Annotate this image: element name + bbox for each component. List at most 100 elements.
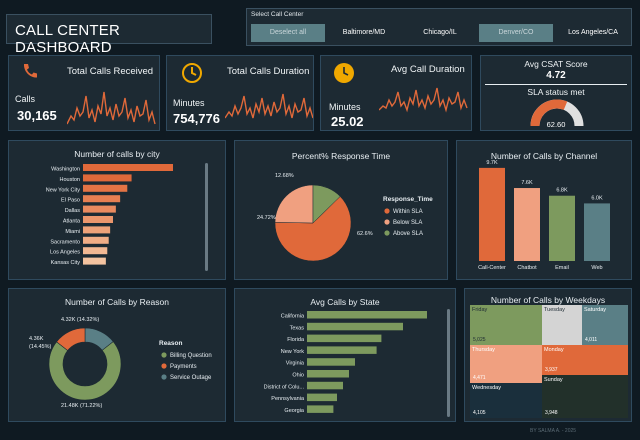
- cell-value: 3,937: [545, 367, 558, 373]
- treemap-cell-thursday[interactable]: Thursday 4,471: [470, 345, 542, 383]
- legend-marker: [384, 208, 390, 214]
- call-center-slicer: Select Call Center Deselect all Baltimor…: [246, 8, 632, 46]
- slicer-option-los-angeles[interactable]: Los Angeles/CA: [568, 29, 618, 36]
- channel-tick-label: Call-Center: [478, 265, 506, 271]
- state-bar: [307, 311, 427, 319]
- treemap-cell-wednesday[interactable]: Wednesday 4,105: [470, 383, 542, 418]
- state-tick-label: California: [281, 314, 305, 320]
- channel-bar: [514, 188, 540, 261]
- cell-value: 4,105: [473, 410, 486, 416]
- legend-entry: Above SLA: [393, 231, 423, 237]
- state-bar: [307, 381, 343, 390]
- donut-slice: [48, 341, 122, 401]
- state-tick-label: Virginia: [286, 361, 305, 367]
- slicer-option-denver[interactable]: Denver/CO: [479, 24, 553, 42]
- legend-entry: Below SLA: [393, 220, 422, 226]
- kpi-value: 25.02: [331, 114, 364, 129]
- calls-trend-sparkline: [67, 91, 156, 125]
- city-tick-label: Dallas: [65, 208, 81, 214]
- cell-label: Saturday: [584, 307, 607, 313]
- legend-marker: [384, 230, 390, 236]
- kpi-label: Minutes: [329, 102, 361, 112]
- state-bar: [307, 334, 382, 343]
- chart-title: Percent% Response Time: [291, 151, 391, 161]
- treemap-cell-sunday[interactable]: Sunday 3,948: [542, 375, 628, 418]
- city-bar: [83, 184, 128, 192]
- donut-data-label: (14.45%): [29, 344, 51, 350]
- avg-duration-trend-sparkline: [379, 87, 468, 113]
- reason-donut-chart: 4.32K (14.32%) 4.36K (14.45%) 21.48K (71.22…: [29, 317, 212, 409]
- city-bar: [83, 205, 116, 213]
- legend-marker: [161, 363, 167, 369]
- city-bar: [83, 247, 108, 255]
- kpi-csat-sla: Avg CSAT Score 4.72 SLA status met 62.60: [480, 55, 632, 131]
- treemap-cell-monday[interactable]: Monday 3,937: [542, 345, 628, 375]
- channel-bar: [549, 195, 575, 261]
- reason-chart-panel: Number of Calls by Reason 4.32K (14.32%)…: [8, 288, 226, 422]
- treemap-cell-saturday[interactable]: Saturday 4,011: [582, 305, 628, 345]
- donut-data-label: 4.36K: [29, 336, 44, 342]
- cell-label: Sunday: [544, 377, 563, 383]
- state-bar-chart: California Texas Florida New York Virginia Oh…: [264, 311, 427, 414]
- city-tick-label: New York City: [46, 187, 80, 193]
- legend-entry: Payments: [170, 364, 197, 370]
- state-tick-label: Ohio: [292, 373, 304, 379]
- channel-bar-chart: 9.7K Call-Center 7.6K Chatbot 6.8K Email 6.0K W…: [478, 160, 610, 271]
- kpi-title: Avg Call Duration: [391, 64, 465, 75]
- state-bar: [307, 358, 355, 366]
- kpi-label: Minutes: [173, 98, 205, 108]
- cell-value: 4,011: [585, 337, 598, 343]
- cell-value: 5,025: [473, 337, 486, 343]
- city-bar: [83, 236, 109, 244]
- slicer-option-chicago[interactable]: Chicago/IL: [423, 29, 457, 36]
- channel-bar: [584, 203, 610, 261]
- city-tick-label: Kansas City: [51, 260, 81, 266]
- channel-data-label: 7.6K: [521, 180, 533, 186]
- treemap-cell-tuesday[interactable]: Tuesday: [542, 305, 582, 345]
- pie-slice: [274, 184, 314, 224]
- city-tick-label: Sacramento: [50, 239, 80, 245]
- kpi-total-duration: Total Calls Duration Minutes 754,776: [166, 55, 314, 131]
- scrollbar[interactable]: [447, 309, 450, 417]
- cell-label: Monday: [544, 347, 564, 353]
- cell-label: Thursday: [472, 347, 495, 353]
- kpi-title: Avg CSAT Score: [524, 59, 588, 69]
- city-tick-label: Atlanta: [63, 219, 81, 225]
- legend-marker: [384, 219, 390, 225]
- state-bar: [307, 346, 377, 354]
- state-tick-label: District of Colu...: [264, 384, 305, 390]
- legend-marker: [161, 374, 167, 380]
- channel-data-label: 6.8K: [556, 188, 568, 194]
- duration-trend-sparkline: [225, 93, 313, 119]
- clock-icon: [182, 63, 202, 83]
- scrollbar[interactable]: [205, 163, 208, 271]
- slicer-option-deselect-all[interactable]: Deselect all: [251, 24, 325, 42]
- legend-marker: [161, 352, 167, 358]
- donut-data-label: 4.32K (14.32%): [61, 317, 99, 323]
- channel-data-label: 6.0K: [591, 195, 603, 201]
- state-tick-label: New York: [281, 349, 304, 355]
- channel-tick-label: Chatbot: [517, 265, 537, 271]
- city-bar: [83, 226, 111, 234]
- city-bar: [83, 174, 132, 182]
- clock-icon: [334, 63, 354, 83]
- city-tick-label: Miami: [65, 229, 80, 235]
- city-bar: [83, 195, 121, 203]
- treemap-cell-friday[interactable]: Friday 5,025: [470, 305, 542, 345]
- pie-data-label: 24.72%: [257, 215, 276, 221]
- cell-value: 4,471: [473, 375, 486, 381]
- state-bar: [307, 370, 349, 378]
- chart-title: Number of Calls by Reason: [65, 297, 169, 307]
- cell-label: Friday: [472, 307, 488, 313]
- donut-slice: [56, 327, 86, 351]
- divider: [485, 84, 627, 85]
- response-chart-panel: Percent% Response Time 62.6% 24.72% 12.68%…: [234, 140, 448, 280]
- sla-gauge: [530, 99, 584, 127]
- city-bar: [83, 216, 113, 223]
- cell-label: Wednesday: [472, 385, 501, 391]
- city-tick-label: El Paso: [61, 198, 80, 204]
- city-bar: [83, 164, 173, 171]
- slicer-option-baltimore[interactable]: Baltimore/MD: [342, 29, 386, 36]
- legend-title: Reason: [159, 340, 183, 347]
- chart-title: Number of Calls by Channel: [490, 151, 598, 161]
